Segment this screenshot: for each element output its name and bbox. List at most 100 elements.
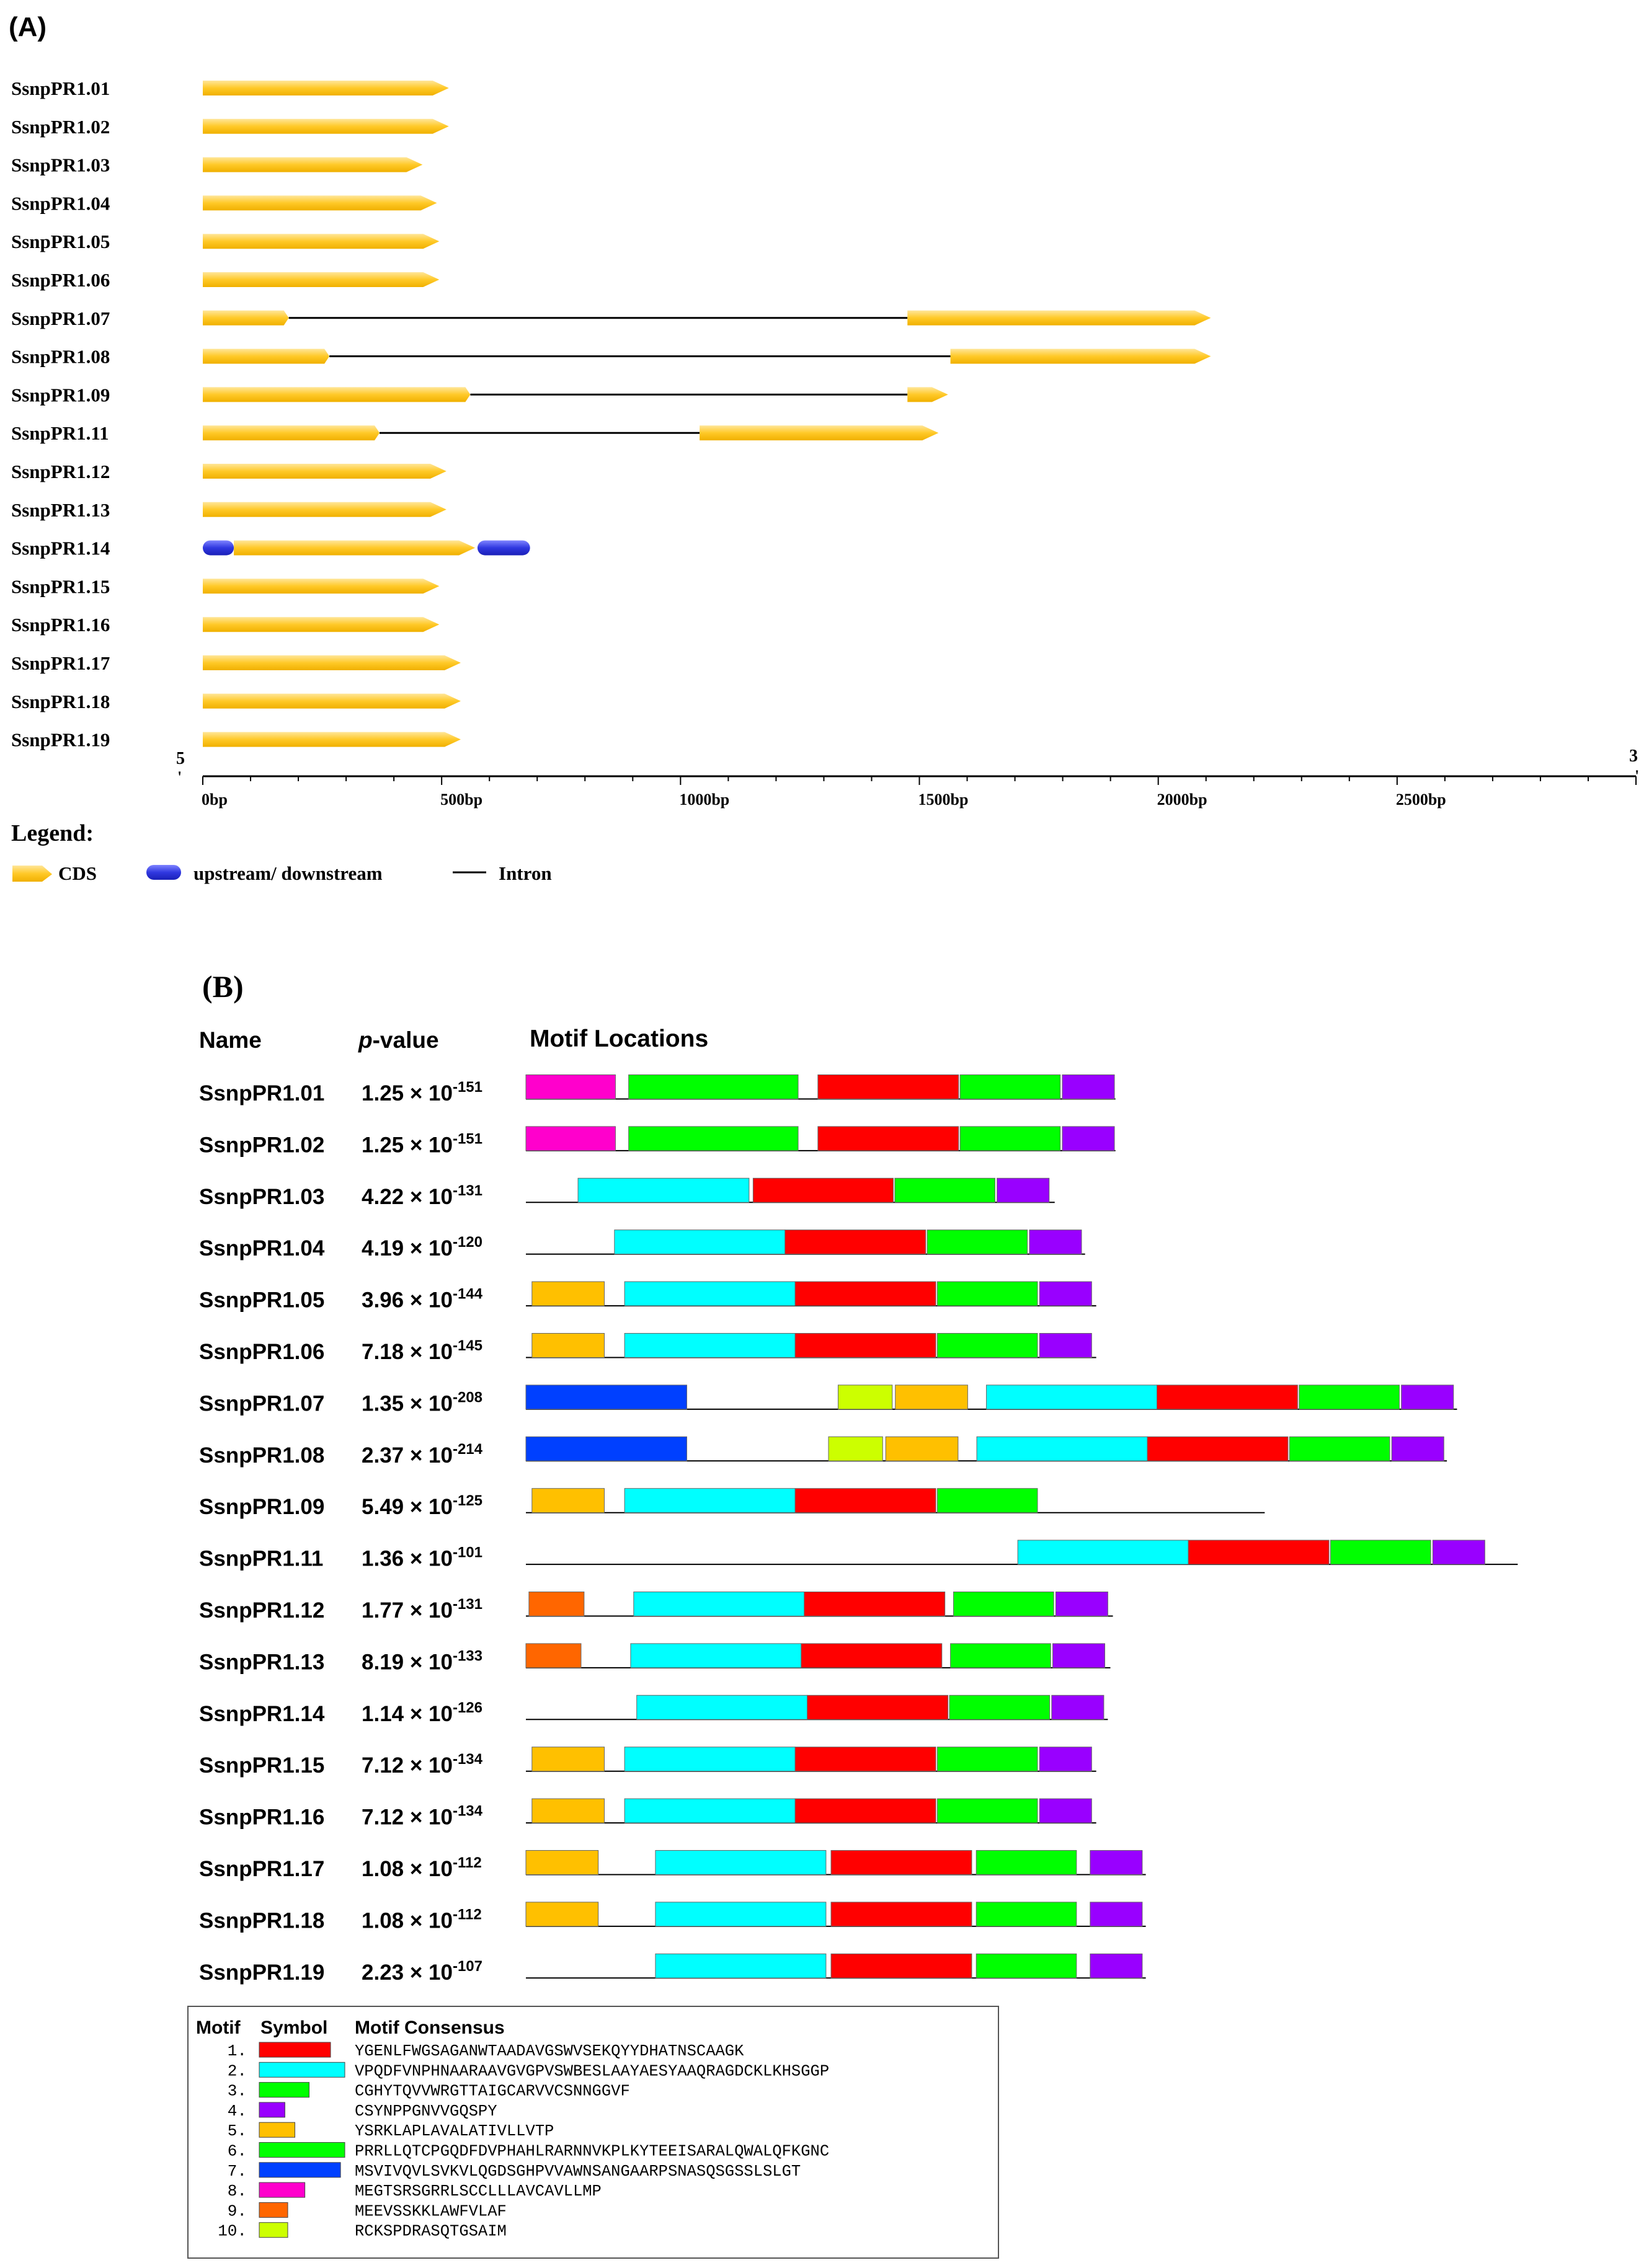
p-value-mantissa: 1.25 × 10 — [362, 1133, 453, 1157]
motif-symbol — [259, 2202, 288, 2218]
p-value: 7.12 × 10-134 — [362, 1803, 483, 1830]
motif-legend-row: 3. CGHYTQVVWRGTTAIGCARVVCSNNGGVF — [228, 2082, 630, 2101]
motif-3-box — [976, 1953, 1077, 1978]
p-value-exponent: -133 — [453, 1647, 482, 1664]
motif-4-box — [1401, 1384, 1454, 1410]
cds-block — [203, 234, 440, 249]
p-value-exponent: -214 — [453, 1441, 483, 1458]
axis-tick-label: 500bp — [440, 791, 482, 808]
motif-row: SsnpPR1.17 1.08 × 10-112 — [199, 1850, 1146, 1881]
motif-5-box — [531, 1798, 605, 1823]
header-pvalue: p-value — [358, 1027, 439, 1053]
gene-row: SsnpPR1.02 — [11, 116, 449, 138]
motif-2-box — [1017, 1539, 1189, 1565]
protein-name: SsnpPR1.15 — [199, 1753, 324, 1778]
axis-end-5: 5 — [176, 749, 185, 768]
p-value: 7.12 × 10-134 — [362, 1751, 483, 1778]
p-value: 2.37 × 10-214 — [362, 1441, 483, 1468]
motif-symbol — [259, 2182, 306, 2198]
p-value-exponent: -134 — [453, 1803, 483, 1820]
motif-symbol — [259, 2062, 345, 2078]
gene-row: SsnpPR1.15 — [11, 575, 440, 597]
gene-name: SsnpPR1.13 — [11, 499, 110, 521]
gene-name: SsnpPR1.19 — [11, 729, 110, 751]
motif-consensus: CGHYTQVVWRGTTAIGCARVVCSNNGGVF — [355, 2083, 630, 2101]
motif-4-box — [997, 1177, 1050, 1203]
motif-5-box — [531, 1281, 605, 1306]
protein-name: SsnpPR1.13 — [199, 1650, 324, 1674]
utr-block — [203, 540, 234, 556]
cds-block — [203, 502, 447, 517]
motif-3-box — [959, 1126, 1061, 1151]
utr-block — [477, 540, 530, 556]
axis-tick-label: 1000bp — [679, 791, 729, 808]
gene-row: SsnpPR1.16 — [11, 614, 440, 636]
p-value: 7.18 × 10-145 — [362, 1337, 482, 1364]
motif-1-box — [794, 1281, 936, 1306]
motif-3-box — [936, 1488, 1038, 1513]
protein-name: SsnpPR1.14 — [199, 1702, 325, 1726]
p-value-exponent: -120 — [453, 1234, 482, 1251]
cds-block — [700, 425, 939, 441]
p-value-exponent: -208 — [453, 1389, 482, 1406]
legend-title: Legend: — [11, 820, 94, 846]
gene-row: SsnpPR1.13 — [11, 499, 447, 521]
motif-row: SsnpPR1.19 2.23 × 10-107 — [199, 1953, 1146, 1985]
axis-tick-label: 2500bp — [1396, 791, 1446, 808]
motif-1-box — [1157, 1384, 1298, 1410]
motif-3-box — [936, 1747, 1038, 1772]
motif-1-box — [807, 1694, 949, 1720]
header-motif-locations: Motif Locations — [530, 1025, 708, 1052]
p-value-mantissa: 8.19 × 10 — [362, 1650, 453, 1674]
p-value: 1.08 × 10-112 — [362, 1906, 482, 1933]
motif-3-box — [976, 1850, 1077, 1875]
gene-name: SsnpPR1.08 — [11, 346, 110, 368]
legend-header-motif: Motif — [196, 2018, 241, 2038]
cds-block — [907, 387, 948, 402]
motif-2-box — [624, 1281, 796, 1306]
motif-consensus: VPQDFVNPHNAARAAVGVGPVSWBESLAAYAESYAAQRAG… — [355, 2062, 829, 2080]
p-value: 5.49 × 10-125 — [362, 1492, 482, 1519]
p-value-exponent: -131 — [453, 1182, 482, 1199]
motif-consensus: YGENLFWGSAGANWTAADAVGSWVSEKQYYDHATNSCAAG… — [355, 2042, 744, 2060]
protein-name: SsnpPR1.08 — [199, 1443, 324, 1468]
motif-2-box — [655, 1902, 827, 1927]
cds-block — [950, 348, 1211, 364]
p-value-mantissa: 2.37 × 10 — [362, 1443, 453, 1468]
motif-legend-row: 10. RCKSPDRASQTGSAIM — [218, 2222, 507, 2241]
motif-3-box — [953, 1592, 1054, 1616]
motif-symbol — [259, 2122, 295, 2138]
p-value-mantissa: 5.49 × 10 — [362, 1495, 453, 1519]
motif-3-box — [959, 1074, 1061, 1099]
motif-2-box — [636, 1694, 808, 1720]
gene-row: SsnpPR1.06 — [11, 269, 440, 291]
p-value-exponent: -126 — [453, 1699, 482, 1716]
protein-name: SsnpPR1.09 — [199, 1495, 324, 1519]
p-value-mantissa: 7.12 × 10 — [362, 1753, 453, 1778]
header-name: Name — [199, 1027, 262, 1053]
motif-2-box — [624, 1747, 796, 1772]
cds-block — [203, 732, 461, 747]
motif-2-box — [624, 1333, 796, 1358]
motif-8-box — [525, 1126, 616, 1151]
motif-number: 9. — [228, 2202, 247, 2220]
motif-legend-row: 7. MSVIVQVLSVKVLQGDSGHPVVAWNSANGAARPSNASQ… — [228, 2162, 801, 2181]
cds-block — [203, 693, 461, 709]
motif-number: 2. — [228, 2062, 247, 2080]
motif-4-box — [1039, 1798, 1092, 1823]
motif-4-box — [1090, 1953, 1143, 1978]
motif-consensus: CSYNPPGNVVGQSPY — [355, 2102, 497, 2120]
p-value: 1.77 × 10-131 — [362, 1596, 482, 1623]
motif-consensus: MSVIVQVLSVKVLQGDSGHPVVAWNSANGAARPSNASQSG… — [355, 2163, 801, 2181]
protein-name: SsnpPR1.07 — [199, 1391, 324, 1415]
motif-1-box — [801, 1643, 943, 1668]
motif-number: 8. — [228, 2182, 247, 2200]
motif-row: SsnpPR1.07 1.35 × 10-208 — [199, 1384, 1457, 1415]
p-value: 4.22 × 10-131 — [362, 1182, 482, 1209]
cds-block — [203, 157, 423, 172]
motif-6-box — [628, 1074, 799, 1099]
motif-row: SsnpPR1.04 4.19 × 10-120 — [199, 1229, 1085, 1260]
motif-symbol — [259, 2082, 309, 2098]
gene-row: SsnpPR1.08 — [11, 346, 1211, 368]
